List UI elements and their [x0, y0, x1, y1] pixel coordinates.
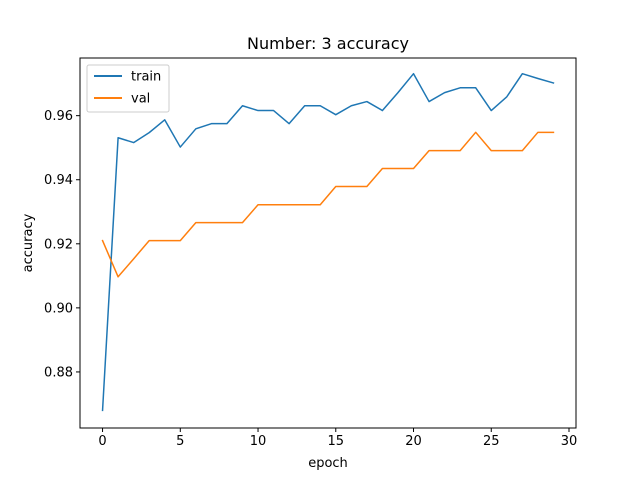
y-tick-label: 0.94 — [44, 173, 73, 188]
x-tick-label: 15 — [328, 434, 345, 449]
legend: train val — [86, 64, 170, 113]
x-tick-label: 25 — [483, 434, 500, 449]
series-layer — [101, 72, 555, 412]
chart-title: Number: 3 accuracy — [247, 34, 409, 53]
y-tick-label: 0.90 — [44, 301, 73, 316]
x-tick-label: 10 — [250, 434, 267, 449]
x-tick-label: 0 — [98, 434, 106, 449]
series-line-train — [101, 72, 555, 412]
x-tick-label: 20 — [405, 434, 422, 449]
legend-train-label: train — [131, 70, 161, 85]
x-axis-label: epoch — [308, 456, 348, 471]
y-tick-label: 0.88 — [44, 365, 73, 380]
axes-frame — [79, 57, 577, 429]
x-tick-label: 30 — [561, 434, 578, 449]
y-tick-label: 0.96 — [44, 109, 73, 124]
series-line-val — [101, 131, 555, 278]
y-axis-ticks: 0.88 0.90 0.92 0.94 0.96 — [44, 109, 80, 380]
x-tick-label: 5 — [176, 434, 184, 449]
y-tick-label: 0.92 — [44, 237, 73, 252]
y-axis-label: accuracy — [21, 213, 36, 272]
x-axis-ticks: 0 5 10 15 20 25 30 — [98, 428, 577, 449]
legend-val-label: val — [131, 92, 150, 107]
